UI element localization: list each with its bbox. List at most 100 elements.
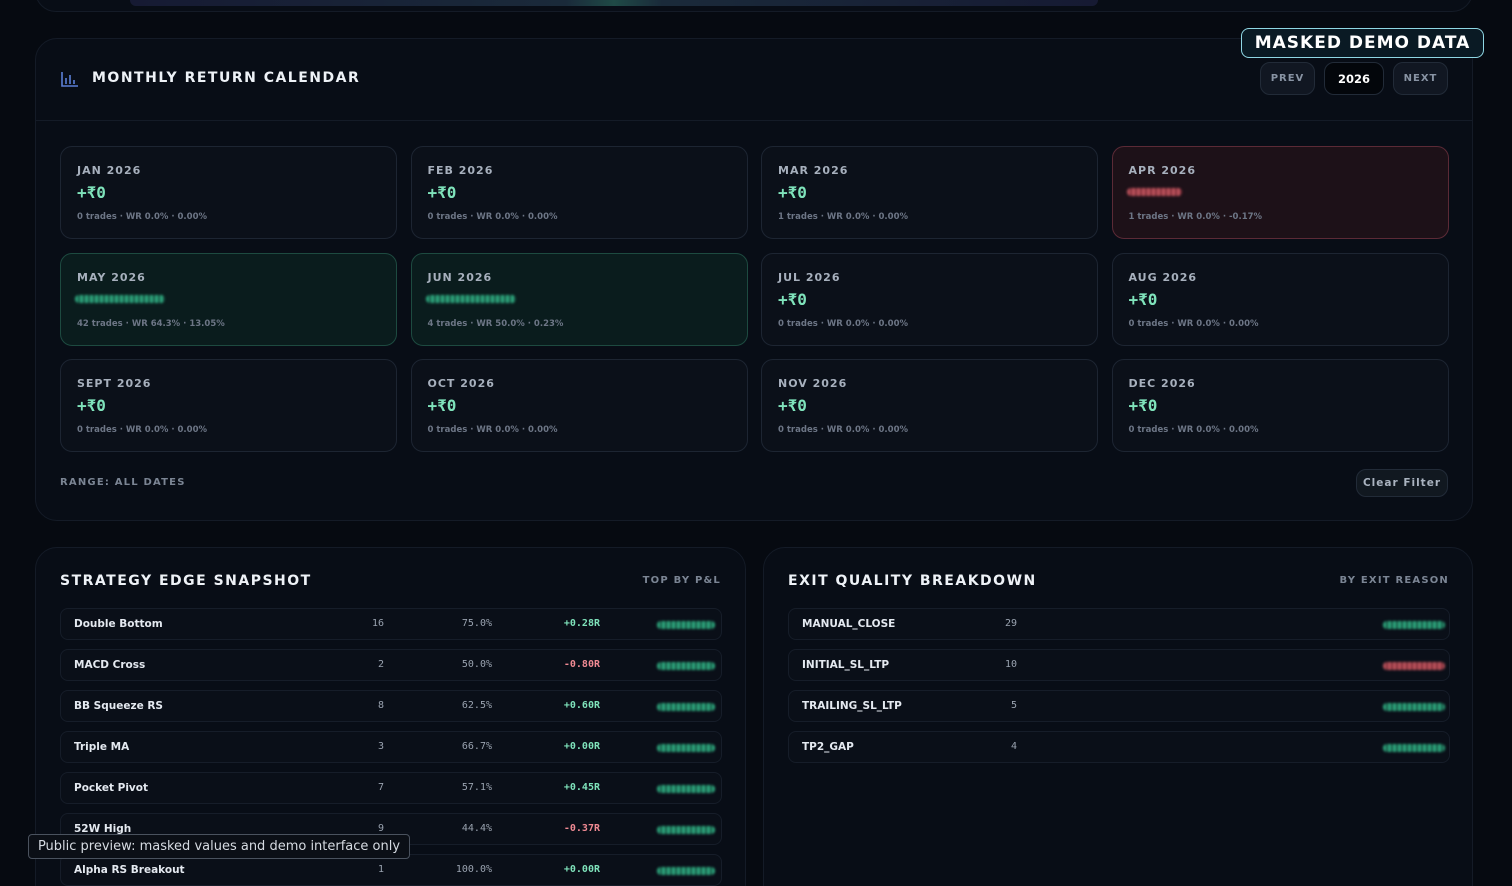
strategy-r: +0.00R	[563, 864, 600, 875]
strategy-trades: 2	[377, 659, 384, 670]
month-card: FEB 2026 +₹0 0 trades · WR 0.0% · 0.00%	[410, 146, 748, 239]
month-label: DEC 2026	[1128, 377, 1196, 390]
month-label: MAR 2026	[778, 164, 849, 177]
strategy-trades: 16	[371, 618, 384, 629]
exit-trades: 4	[1010, 741, 1017, 752]
top-bar	[130, 0, 1098, 6]
strategy-r: +0.60R	[563, 700, 600, 711]
masked-pnl	[657, 744, 715, 752]
month-pnl: +₹0	[778, 289, 807, 309]
month-card: JUL 2026 +₹0 0 trades · WR 0.0% · 0.00%	[761, 252, 1098, 346]
strategy-title: STRATEGY EDGE SNAPSHOT	[60, 573, 312, 589]
strategy-winrate: 50.0%	[461, 659, 492, 670]
month-pnl: +₹0	[1128, 396, 1158, 415]
strategy-name: Double Bottom	[74, 618, 163, 630]
month-card: JAN 2026 +₹0 0 trades · WR 0.0% · 0.00%	[60, 146, 397, 239]
exit-name: TP2_GAP	[802, 741, 854, 753]
masked-pnl	[657, 785, 715, 793]
strategy-name: Alpha RS Breakout	[74, 864, 185, 876]
strategy-winrate: 62.5%	[461, 700, 492, 711]
demo-badge: MASKED DEMO DATA	[1241, 28, 1484, 58]
month-stats: 0 trades · WR 0.0% · 0.00%	[778, 318, 909, 329]
masked-pnl	[657, 703, 715, 711]
month-card: AUG 2026 +₹0 0 trades · WR 0.0% · 0.00%	[1111, 252, 1449, 346]
exit-name: INITIAL_SL_LTP	[802, 659, 890, 671]
strategy-winrate: 100.0%	[455, 864, 492, 875]
strategy-trades: 3	[377, 741, 384, 752]
month-card: APR 2026 1 trades · WR 0.0% · -0.17%	[1111, 146, 1449, 239]
strategy-trades: 8	[377, 700, 384, 711]
month-stats: 0 trades · WR 0.0% · 0.00%	[77, 212, 208, 222]
strategy-row: Double Bottom 16 75.0% +0.28R	[60, 608, 722, 640]
range-label: RANGE: ALL DATES	[60, 477, 186, 488]
month-stats: 42 trades · WR 64.3% · 13.05%	[77, 318, 225, 329]
strategy-row: BB Squeeze RS 8 62.5% +0.60R	[60, 690, 722, 722]
masked-pnl	[657, 867, 715, 875]
masked-pnl	[1126, 188, 1182, 196]
month-stats: 0 trades · WR 0.0% · 0.00%	[427, 212, 558, 222]
month-label: FEB 2026	[427, 164, 494, 177]
month-stats: 0 trades · WR 0.0% · 0.00%	[77, 425, 208, 435]
strategy-name: Triple MA	[74, 741, 130, 753]
clear-filter[interactable]: Clear Filter	[1356, 469, 1448, 497]
strategy-winrate: 44.4%	[461, 823, 492, 834]
exit-subtitle: BY EXIT REASON	[1339, 575, 1449, 586]
strategy-r: +0.00R	[563, 741, 600, 752]
masked-pnl	[1383, 662, 1445, 670]
year-button[interactable]: 2026	[1324, 62, 1384, 95]
exit-row: TP2_GAP 4	[788, 731, 1450, 763]
strategy-name: Pocket Pivot	[74, 782, 149, 794]
month-stats: 1 trades · WR 0.0% · -0.17%	[1128, 212, 1263, 222]
month-stats: 4 trades · WR 50.0% · 0.23%	[427, 318, 564, 329]
month-card: NOV 2026 +₹0 0 trades · WR 0.0% · 0.00%	[761, 359, 1098, 452]
month-card: OCT 2026 +₹0 0 trades · WR 0.0% · 0.00%	[410, 359, 748, 452]
masked-pnl	[657, 662, 715, 670]
strategy-row: MACD Cross 2 50.0% -0.80R	[60, 649, 722, 681]
month-label: AUG 2026	[1128, 270, 1198, 284]
month-pnl: +₹0	[778, 396, 807, 415]
month-stats: 0 trades · WR 0.0% · 0.00%	[778, 425, 909, 435]
calendar-title: MONTHLY RETURN CALENDAR	[92, 70, 361, 86]
masked-pnl	[657, 826, 715, 834]
month-pnl: +₹0	[778, 183, 807, 202]
masked-pnl	[657, 621, 715, 629]
exit-trades: 29	[1004, 618, 1017, 629]
month-label: NOV 2026	[778, 377, 848, 390]
month-label: OCT 2026	[427, 377, 495, 390]
next-button[interactable]: NEXT	[1393, 62, 1448, 95]
exit-title: EXIT QUALITY BREAKDOWN	[788, 573, 1037, 589]
exit-row: INITIAL_SL_LTP 10	[788, 649, 1450, 681]
month-card: SEPT 2026 +₹0 0 trades · WR 0.0% · 0.00%	[60, 359, 397, 452]
preview-note: Public preview: masked values and demo i…	[28, 834, 410, 859]
month-card: MAR 2026 +₹0 1 trades · WR 0.0% · 0.00%	[761, 146, 1098, 239]
strategy-r: +0.28R	[563, 618, 600, 629]
month-card: DEC 2026 +₹0 0 trades · WR 0.0% · 0.00%	[1111, 359, 1449, 452]
masked-pnl	[1383, 703, 1445, 711]
strategy-name: 52W High	[74, 823, 132, 835]
exit-row: MANUAL_CLOSE 29	[788, 608, 1450, 640]
strategy-r: -0.80R	[563, 659, 600, 670]
month-stats: 1 trades · WR 0.0% · 0.00%	[778, 212, 909, 222]
strategy-trades: 7	[377, 782, 384, 793]
masked-pnl	[1383, 744, 1445, 752]
month-pnl: +₹0	[77, 183, 106, 202]
month-label: MAY 2026	[77, 270, 146, 284]
month-card: JUN 2026 4 trades · WR 50.0% · 0.23%	[410, 252, 748, 346]
month-card: MAY 2026 42 trades · WR 64.3% · 13.05%	[60, 252, 397, 346]
exit-name: TRAILING_SL_LTP	[802, 700, 902, 712]
strategy-name: BB Squeeze RS	[74, 700, 163, 712]
month-pnl: +₹0	[427, 396, 457, 415]
strategy-subtitle: TOP BY P&L	[642, 575, 721, 586]
month-stats: 0 trades · WR 0.0% · 0.00%	[427, 425, 558, 435]
strategy-winrate: 57.1%	[461, 782, 492, 793]
divider	[36, 120, 1472, 121]
prev-button[interactable]: PREV	[1260, 62, 1315, 95]
month-label: JAN 2026	[77, 164, 142, 177]
strategy-r: +0.45R	[563, 782, 600, 793]
exit-trades: 10	[1004, 659, 1017, 670]
month-label: JUL 2026	[778, 270, 841, 284]
month-pnl: +₹0	[1128, 289, 1158, 309]
strategy-trades: 1	[377, 864, 384, 875]
strategy-row: Pocket Pivot 7 57.1% +0.45R	[60, 772, 722, 804]
